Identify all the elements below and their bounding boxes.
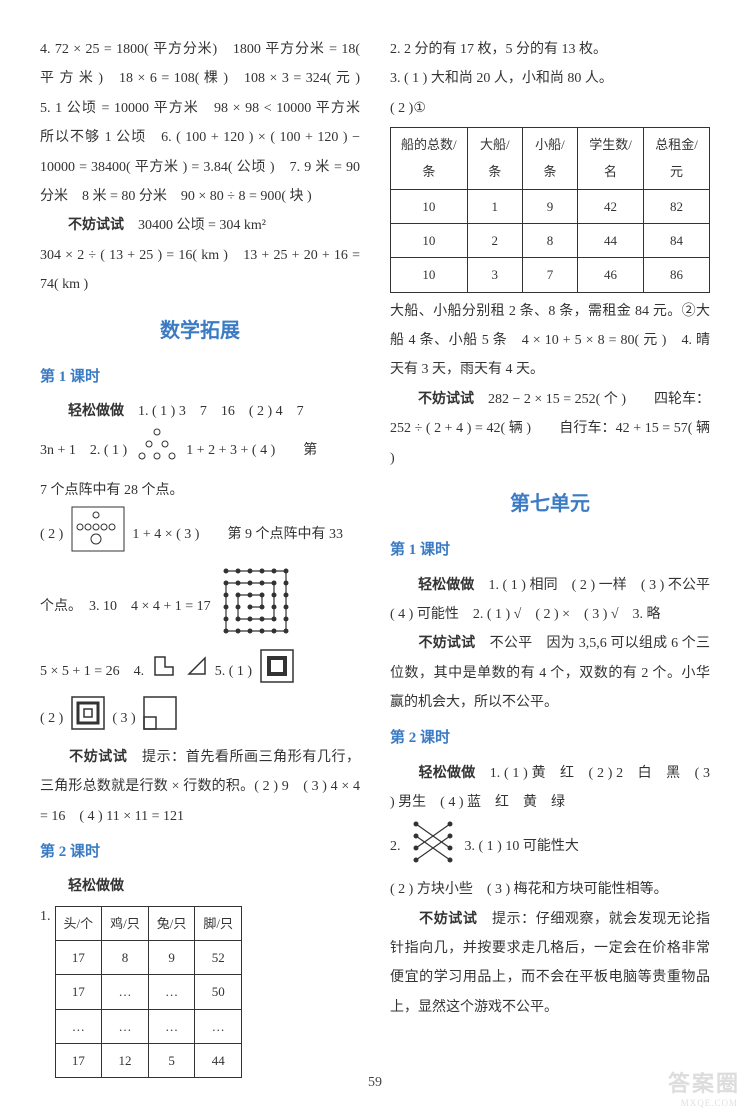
- dot-square-icon: [70, 505, 126, 564]
- right-p2: 3. ( 1 ) 大和尚 20 人，小和尚 80 人。: [390, 64, 710, 93]
- right-p1: 2. 2 分的有 17 枚，5 分的有 13 枚。: [390, 35, 710, 64]
- right-p3: ( 2 )①: [390, 94, 710, 123]
- r-l2-p2: 2. 3. ( 1 ) 10 可能性大: [390, 818, 710, 875]
- try-label: 不妨试试: [68, 218, 124, 233]
- r-l1-try: 不妨试试 不公平 因为 3,5,6 可以组成 6 个三位数，其中是单数的有 4 …: [390, 629, 710, 717]
- right-try: 不妨试试 282 − 2 × 15 = 252( 个 ) 四轮车：252 ÷ (…: [390, 385, 710, 473]
- math-extension-title: 数学拓展: [40, 310, 360, 352]
- t1-h2: 鸡/只: [102, 906, 149, 940]
- r-l2-try: 不妨试试 提示：仔细观察，就会发现无论指针指向几，并按要求走几格后，一定会在价格…: [390, 905, 710, 1023]
- right-p4: 大船、小船分别租 2 条、8 条，需租金 84 元。②大船 4 条、小船 5 条…: [390, 297, 710, 385]
- left-p1: 4. 72 × 25 = 1800( 平方分米) 1800 平方分米 = 18(…: [40, 35, 360, 211]
- l1-try: 不妨试试 提示：首先看所画三角形有几行，三角形总数就是行数 × 行数的积。( 2…: [40, 743, 360, 831]
- r-l1-p1: 轻松做做 1. ( 1 ) 相同 ( 2 ) 一样 ( 3 ) 不公平 ( 4 …: [390, 571, 710, 630]
- left-p2: 不妨试试 30400 公顷 = 304 km²: [40, 211, 360, 240]
- cross-match-icon: [410, 818, 456, 875]
- table1-wrapper: 1. 头/个 鸡/只 兔/只 脚/只 178952 17……50 ………… 17…: [40, 902, 360, 1082]
- dot-triangle-icon: [134, 426, 180, 475]
- lesson-2-title: 第 2 课时: [40, 837, 360, 869]
- l1-p4: ( 2 ) 1 + 4 × ( 3 ) 第 9 个点阵中有 33: [40, 505, 360, 564]
- shape-l-icon: [151, 653, 177, 690]
- l1-p5: 个点。 3. 10 4 × 4 + 1 = 17: [40, 565, 360, 648]
- r-lesson-1-title: 第 1 课时: [390, 535, 710, 567]
- t1-h3: 兔/只: [148, 906, 195, 940]
- t1-h1: 头/个: [55, 906, 102, 940]
- watermark-sub: MXQE.COM: [681, 1094, 738, 1113]
- chicken-rabbit-table: 头/个 鸡/只 兔/只 脚/只 178952 17……50 ………… 17125…: [55, 906, 243, 1078]
- easy-label: 轻松做做: [68, 404, 124, 419]
- square-corner-icon: [142, 695, 178, 742]
- left-p3: 304 × 2 ÷ ( 13 + 25 ) = 16( km ) 13 + 25…: [40, 241, 360, 300]
- unit-7-title: 第七单元: [390, 483, 710, 525]
- r-l2-p1: 轻松做做 1. ( 1 ) 黄 红 ( 2 ) 2 白 黑 ( 3 ) 男生 (…: [390, 759, 710, 818]
- page-number: 59: [0, 1068, 750, 1097]
- l1-p7: ( 2 ) ( 3 ): [40, 695, 360, 742]
- table1-index: 1.: [40, 902, 51, 931]
- l1-p2: 3n + 1 2. ( 1 ) 1 + 2 + 3 + ( 4 ) 第: [40, 426, 360, 475]
- lesson-1-title: 第 1 课时: [40, 362, 360, 394]
- r-lesson-2-title: 第 2 课时: [390, 723, 710, 755]
- l2-label: 轻松做做: [40, 872, 360, 901]
- l1-p1: 轻松做做 1. ( 1 ) 3 7 16 ( 2 ) 4 7: [40, 397, 360, 426]
- spiral-dots-icon: [220, 565, 292, 648]
- l1-p3: 7 个点阵中有 28 个点。: [40, 476, 360, 505]
- try-label-r: 不妨试试: [418, 392, 474, 407]
- try-label-2: 不妨试试: [69, 750, 127, 765]
- l1-p6: 5 × 5 + 1 = 26 4. 5. ( 1 ): [40, 648, 360, 695]
- r-l2-p3: ( 2 ) 方块小些 ( 3 ) 梅花和方块可能性相等。: [390, 875, 710, 904]
- nested-square-2-icon: [70, 695, 106, 742]
- r-l2-q2-num: 2.: [390, 832, 401, 861]
- t1-h4: 脚/只: [195, 906, 242, 940]
- nested-square-1-icon: [259, 648, 295, 695]
- left-p2-text: 30400 公顷 = 304 km²: [138, 218, 266, 233]
- shape-triangle-icon: [186, 655, 208, 688]
- boat-table: 船的总数/条 大船/条 小船/条 学生数/名 总租金/元 10194282 10…: [390, 127, 710, 292]
